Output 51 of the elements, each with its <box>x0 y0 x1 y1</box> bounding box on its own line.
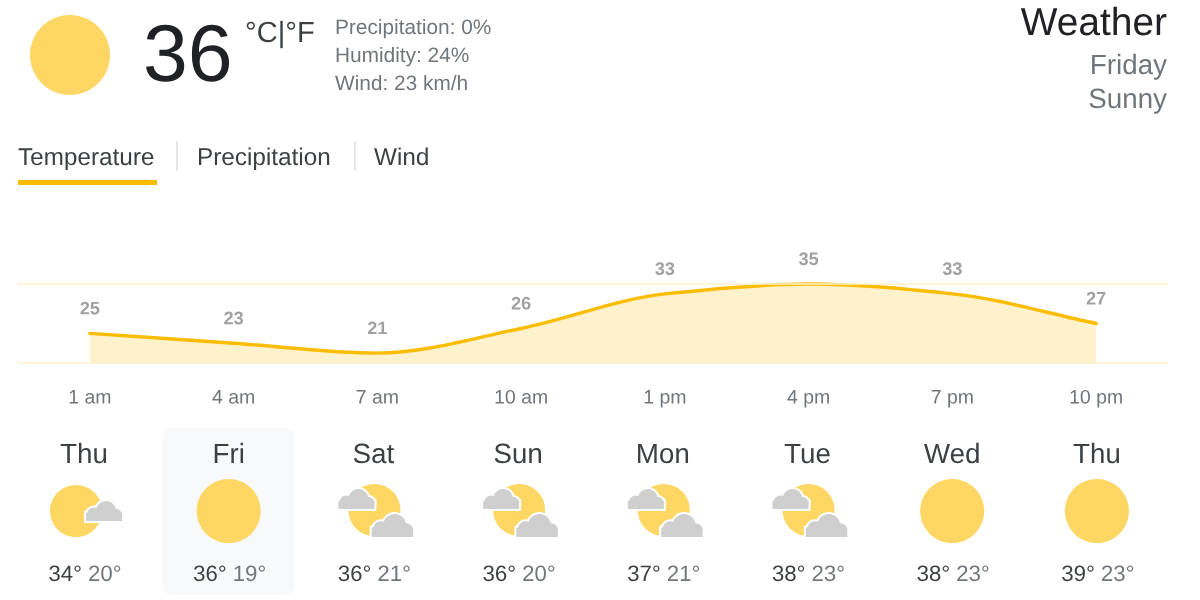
text: Thu <box>1073 442 1119 464</box>
text: Humidity: 24% <box>336 46 469 67</box>
x-tick-label: 7 am <box>356 390 398 404</box>
text: Precipitation: 0% <box>336 18 491 39</box>
text: 21° <box>667 565 700 581</box>
x-tick-label: 10 am <box>495 389 547 404</box>
text: 34° <box>49 565 81 582</box>
text: 36° <box>483 565 515 582</box>
text: 36° <box>193 565 226 582</box>
text: Wed <box>924 442 979 464</box>
text: 36° <box>338 565 371 582</box>
text: 23° <box>812 565 844 582</box>
text: Mon <box>638 443 689 464</box>
x-tick-label: 4 am <box>212 390 254 404</box>
text: 19° <box>234 565 265 582</box>
data-label: 25 <box>80 301 100 315</box>
text: Wind: 23 km/h <box>335 74 467 91</box>
data-label: 27 <box>1086 291 1106 305</box>
text: Tue <box>784 443 830 464</box>
chart-title: Weather <box>1020 6 1167 36</box>
text: 39° <box>1062 565 1094 582</box>
x-tick-label: 1 pm <box>644 390 686 408</box>
text: °C|°F <box>246 20 314 49</box>
text: 38° <box>772 565 805 582</box>
text: 38° <box>917 565 949 582</box>
data-label: 33 <box>655 262 675 276</box>
text: Fri <box>214 442 244 463</box>
text: 20° <box>89 565 121 582</box>
data-label: 35 <box>799 252 819 266</box>
data-label: 21 <box>367 321 387 335</box>
data-label: 23 <box>224 311 244 325</box>
text: Wind <box>374 147 428 166</box>
text: 21° <box>378 565 410 581</box>
x-tick-label: 7 pm <box>931 390 973 408</box>
text: 36 <box>146 24 230 82</box>
data-label: 26 <box>511 296 531 310</box>
text: Sun <box>494 443 542 464</box>
x-tick-label: 10 pm <box>1070 389 1122 408</box>
text: Sunny <box>1089 88 1167 114</box>
text: 37° <box>628 565 660 582</box>
text: 20° <box>523 565 555 582</box>
text: Precipitation <box>198 147 330 171</box>
text: Temperature <box>18 148 154 171</box>
x-tick-label: 4 pm <box>787 390 829 408</box>
x-tick-label: 1 am <box>69 390 111 404</box>
text: Thu <box>60 442 107 464</box>
text: Sat <box>353 443 395 464</box>
text: 23° <box>957 565 989 582</box>
text: Friday <box>1092 53 1167 80</box>
text: 23° <box>1102 565 1134 582</box>
data-label: 33 <box>942 262 962 276</box>
